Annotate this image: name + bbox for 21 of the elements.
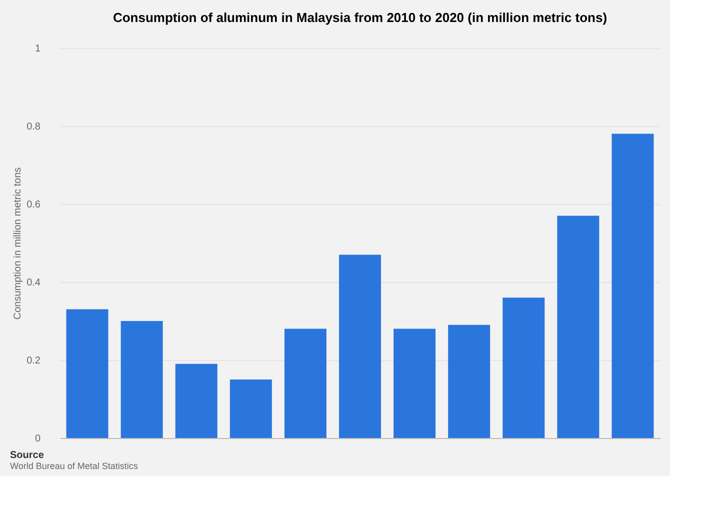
chart-title: Consumption of aluminum in Malaysia from 2010 to 2020 (in million metric tons) — [112, 10, 608, 25]
y-tick-label: 0 — [34, 434, 41, 444]
text: Source — [10, 450, 44, 461]
y-tick-label: 0.6 — [26, 200, 41, 210]
bar — [120, 321, 163, 438]
bar — [502, 298, 545, 438]
bar — [284, 328, 326, 438]
y-tick-label: 0.2 — [26, 356, 41, 366]
y-tick-label: 0.8 — [26, 122, 41, 132]
bar — [557, 216, 600, 438]
bar — [230, 380, 272, 438]
y-axis-title: Consumption in million metric tons — [12, 167, 24, 320]
y-tick-label: 0.4 — [26, 278, 41, 288]
bar — [448, 324, 490, 438]
text: World Bureau of Metal Statistics — [10, 461, 138, 471]
bar — [612, 134, 654, 438]
bar — [175, 364, 218, 438]
bar — [394, 328, 436, 438]
y-tick-label: 1 — [34, 44, 41, 54]
bar — [339, 254, 381, 438]
bar — [66, 309, 108, 438]
